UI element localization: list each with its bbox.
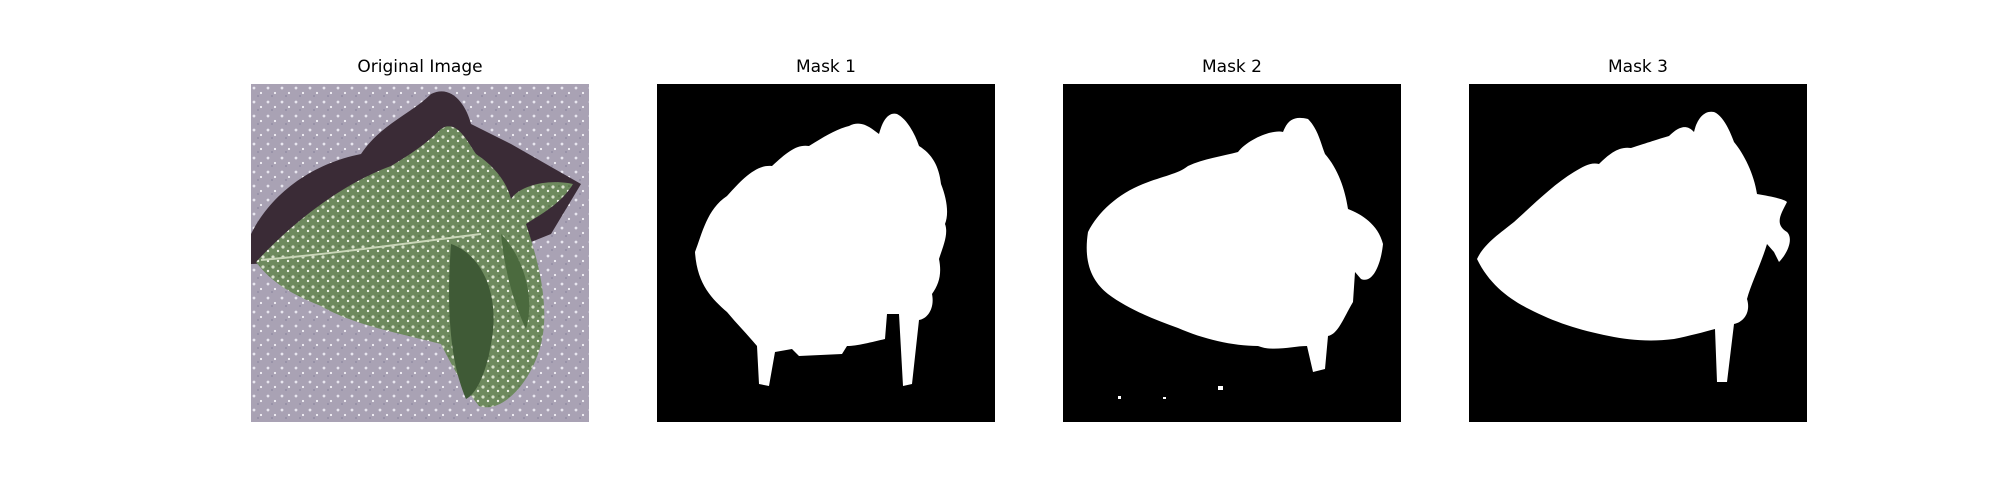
panel-original: Original Image (251, 0, 589, 500)
mask-2 (1063, 84, 1401, 422)
panel-title: Original Image (357, 57, 483, 77)
mask-3 (1469, 84, 1807, 422)
panel-title: Mask 1 (795, 57, 856, 77)
mask-1 (657, 84, 995, 422)
mask-image (1063, 84, 1401, 422)
original-image (251, 84, 589, 422)
panel-mask-3: Mask 3 (1469, 0, 1807, 500)
panel-title: Mask 3 (1607, 57, 1668, 77)
panel-mask-2: Mask 2 (1063, 0, 1401, 500)
leaf-photo (251, 84, 589, 422)
mask-image (657, 84, 995, 422)
mask-image (1469, 84, 1807, 422)
panel-mask-1: Mask 1 (657, 0, 995, 500)
panel-title: Mask 2 (1201, 57, 1262, 77)
